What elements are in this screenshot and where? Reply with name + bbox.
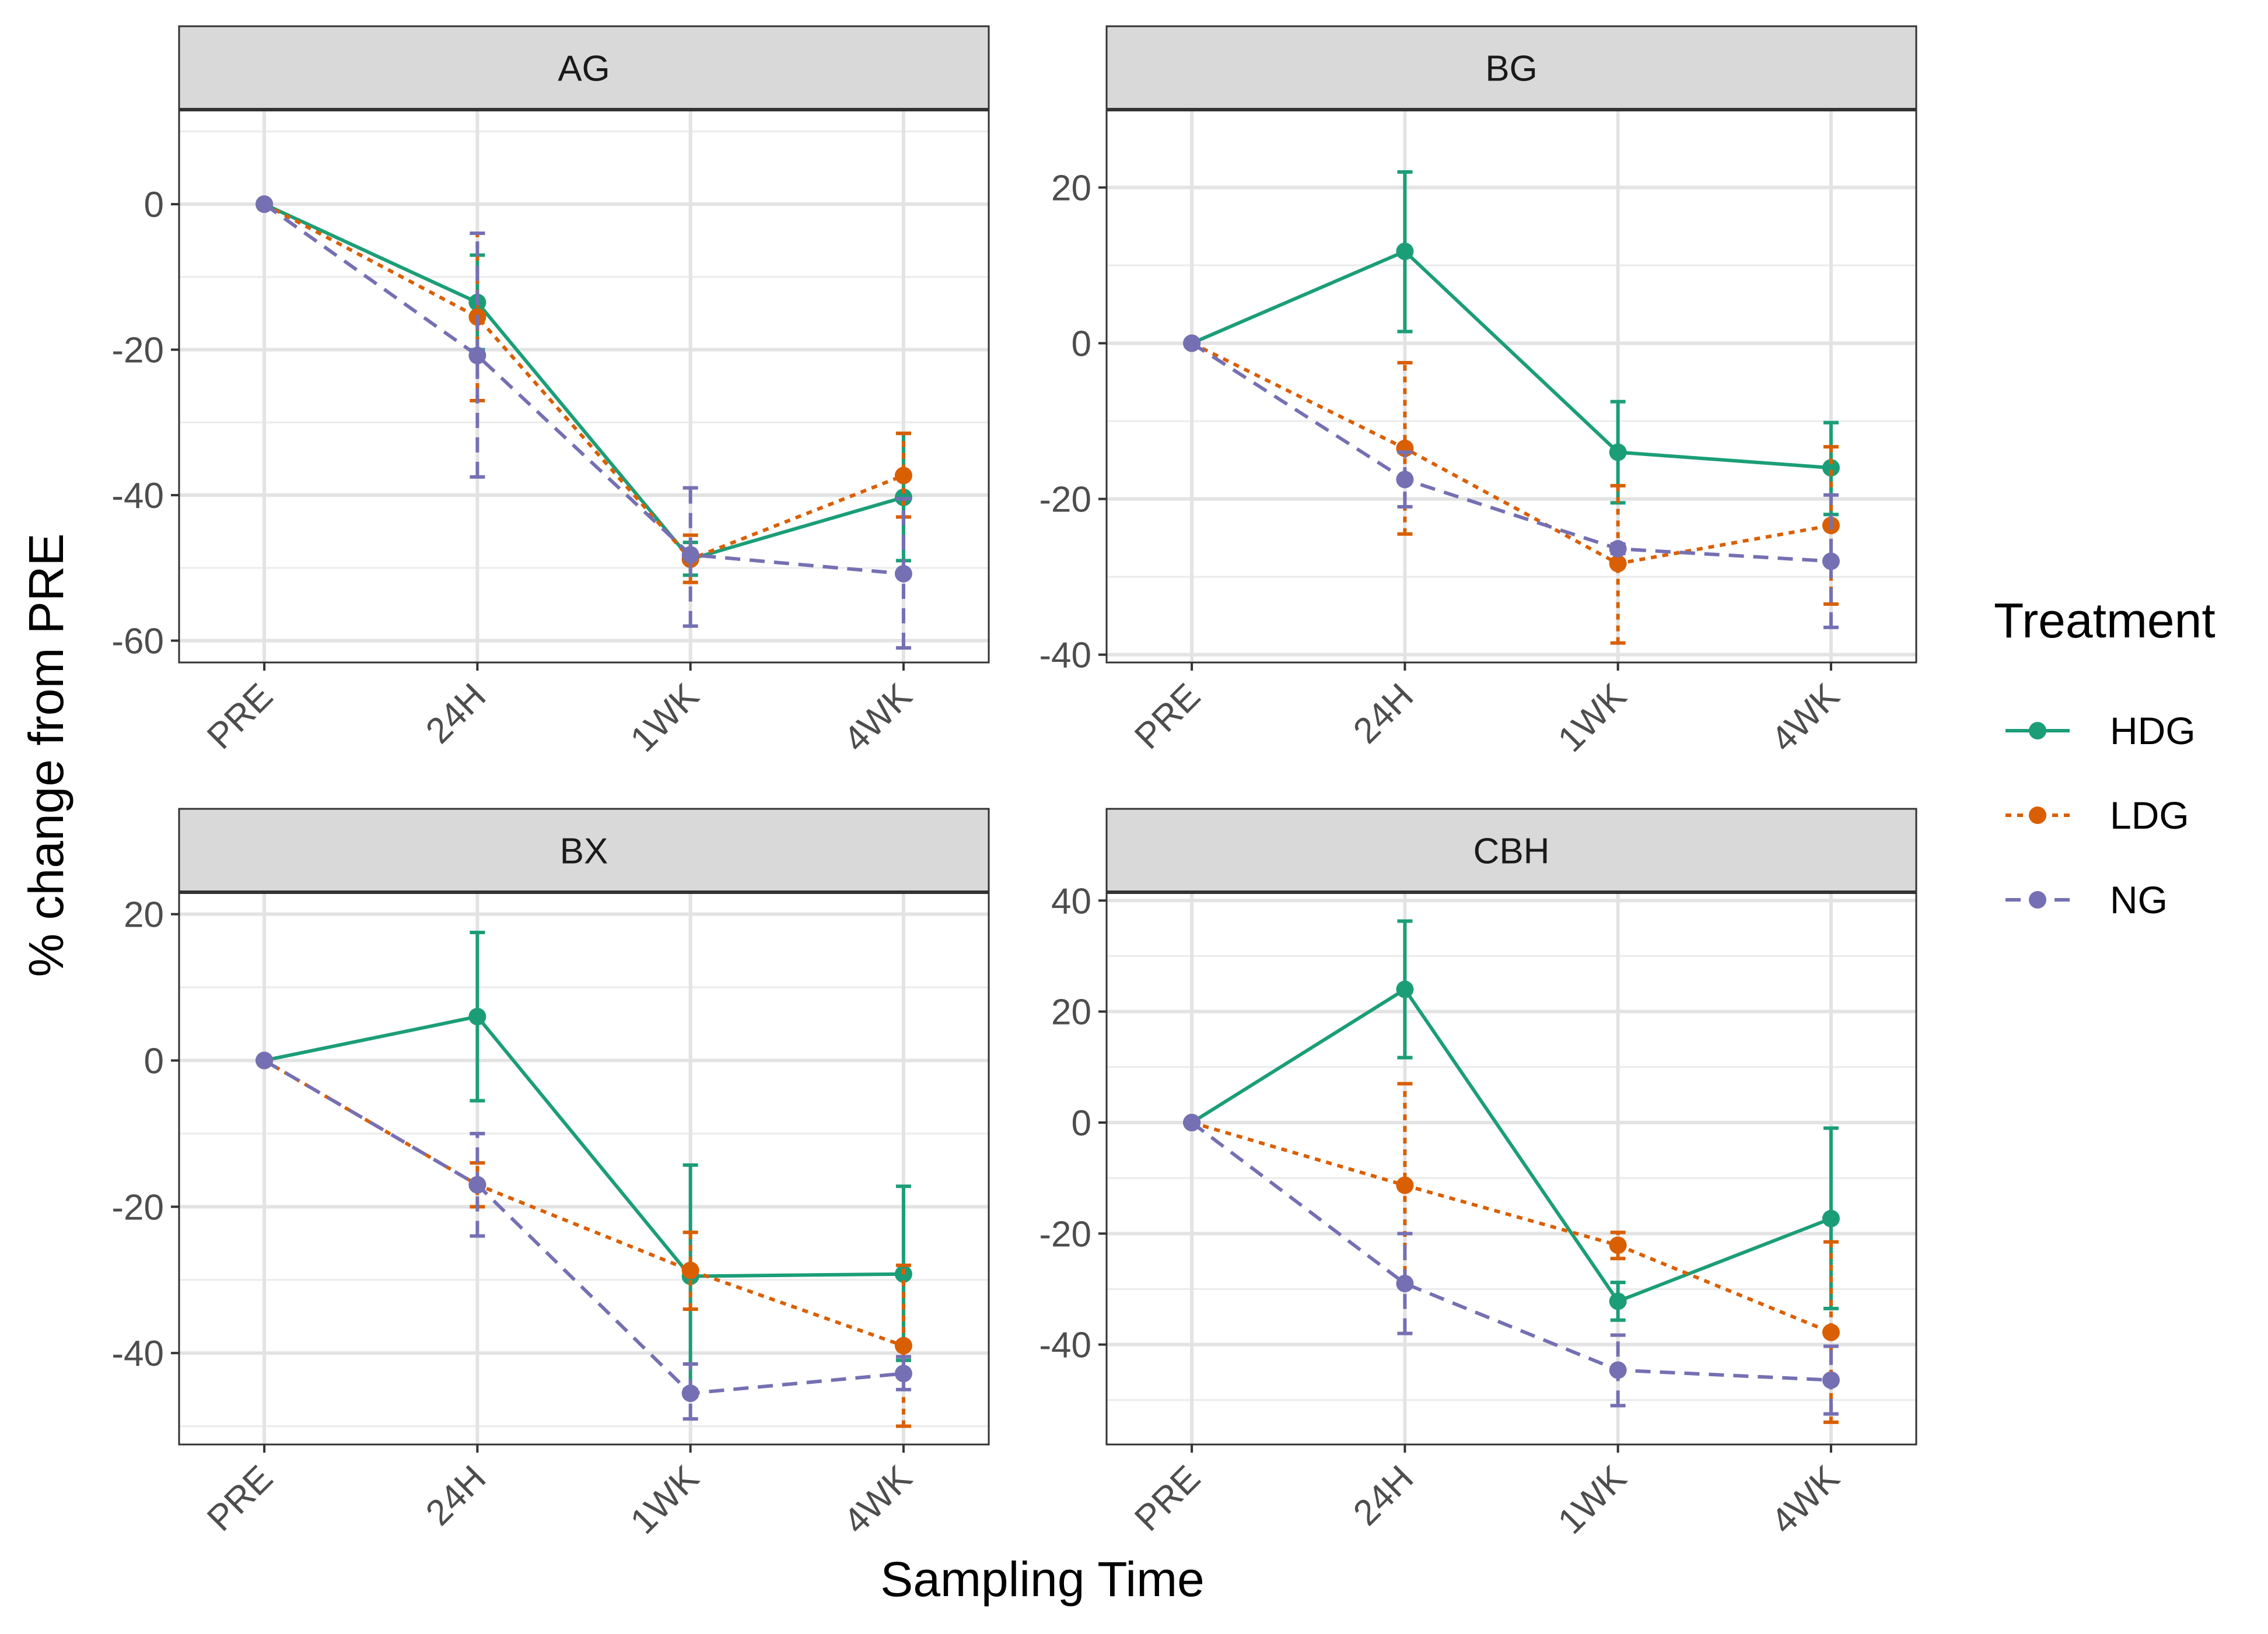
- plot-area: [179, 892, 989, 1444]
- data-point: [468, 1176, 487, 1194]
- data-point: [681, 546, 699, 564]
- series-ng: [256, 1051, 912, 1421]
- data-point: [468, 1008, 487, 1026]
- data-point: [681, 1384, 699, 1402]
- y-tick-label: 0: [144, 1041, 164, 1081]
- series-line: [1191, 342, 1832, 563]
- facet-title: BX: [560, 832, 608, 872]
- y-tick-label: -20: [1039, 1214, 1091, 1254]
- facet-strip: [1105, 25, 1917, 111]
- series-hdg: [1183, 919, 1840, 1322]
- y-tick-label: -20: [111, 1187, 164, 1228]
- y-tick-label: 20: [124, 895, 164, 935]
- facet-title: CBH: [1474, 832, 1550, 872]
- data-point: [1822, 459, 1840, 477]
- series-ng: [256, 195, 912, 650]
- data-point: [1822, 552, 1840, 570]
- series-line: [1191, 987, 1832, 1303]
- error-bar: [470, 232, 485, 479]
- legend-item-ng: NG: [2006, 878, 2168, 921]
- data-point: [1396, 980, 1414, 998]
- y-tick-label: 0: [144, 185, 164, 225]
- series-line: [263, 202, 904, 561]
- y-tick-label: -20: [1039, 480, 1091, 520]
- legend-key-point: [2029, 722, 2046, 739]
- legend-item-hdg: HDG: [2006, 709, 2196, 752]
- data-point: [468, 346, 487, 364]
- y-tick-label: 40: [1051, 881, 1091, 921]
- facet-strip: [178, 25, 990, 111]
- y-tick-label: -60: [111, 622, 164, 662]
- series-line: [1191, 250, 1832, 470]
- data-point: [1396, 243, 1414, 261]
- data-point: [1822, 1209, 1840, 1228]
- y-tick-label: 0: [1072, 324, 1091, 364]
- data-point: [1822, 1323, 1840, 1341]
- y-tick-label: 20: [1051, 993, 1091, 1033]
- data-point: [1609, 1361, 1627, 1379]
- legend-label: LDG: [2110, 794, 2189, 837]
- y-tick-label: -40: [1039, 1326, 1091, 1366]
- data-point: [1609, 540, 1627, 558]
- y-tick-label: -40: [111, 1334, 164, 1374]
- error-bar: [1823, 1240, 1839, 1424]
- legend-item-ldg: LDG: [2006, 794, 2189, 837]
- data-point: [894, 564, 912, 583]
- data-point: [894, 1337, 912, 1355]
- facet-title: AG: [558, 49, 610, 89]
- data-point: [894, 1365, 912, 1383]
- data-point: [1609, 443, 1627, 461]
- series-line: [263, 1058, 904, 1395]
- data-point: [1609, 1292, 1627, 1310]
- facet-strip: [1105, 808, 1917, 893]
- x-axis-title: Sampling Time: [880, 1552, 1205, 1607]
- legend-key-point: [2029, 807, 2046, 824]
- error-bar: [1610, 483, 1626, 645]
- y-tick-label: -20: [111, 331, 164, 371]
- series-line: [264, 1015, 904, 1278]
- y-tick-label: -40: [1039, 636, 1091, 676]
- facet-title: BG: [1485, 49, 1538, 89]
- legend-label: NG: [2110, 878, 2168, 921]
- error-bar: [1823, 493, 1839, 629]
- series-line: [1191, 1121, 1832, 1382]
- error-bar: [682, 486, 698, 628]
- plot-area: [1107, 110, 1916, 662]
- data-point: [894, 467, 912, 485]
- series-line: [1191, 341, 1832, 566]
- data-point: [681, 1261, 699, 1279]
- data-point: [1609, 1236, 1627, 1254]
- y-tick-label: -40: [111, 476, 164, 516]
- error-bar: [895, 1355, 911, 1391]
- data-point: [1822, 1371, 1840, 1389]
- series-ng: [1183, 1113, 1840, 1416]
- data-point: [1183, 334, 1201, 352]
- plot-area: [179, 110, 989, 662]
- legend-title: Treatment: [1994, 593, 2216, 648]
- data-point: [1396, 1274, 1414, 1292]
- y-axis-title: % change from PRE: [19, 533, 74, 977]
- legend: Treatment HDG LDG NG: [1994, 593, 2216, 921]
- data-point: [1183, 1113, 1201, 1131]
- series-line: [263, 202, 904, 576]
- plot-area: [1107, 892, 1916, 1444]
- facet-strip: [178, 808, 990, 893]
- legend-key-point: [2029, 891, 2046, 909]
- y-tick-label: 20: [1051, 169, 1091, 209]
- legend-label: HDG: [2110, 709, 2196, 752]
- series-line: [263, 202, 904, 561]
- data-point: [1396, 471, 1414, 489]
- error-bar: [895, 1263, 911, 1428]
- data-point: [1396, 1176, 1414, 1194]
- y-tick-label: 0: [1072, 1103, 1091, 1144]
- series-ng: [1183, 334, 1840, 629]
- data-point: [1609, 555, 1627, 573]
- data-point: [256, 1051, 274, 1070]
- data-point: [256, 195, 274, 213]
